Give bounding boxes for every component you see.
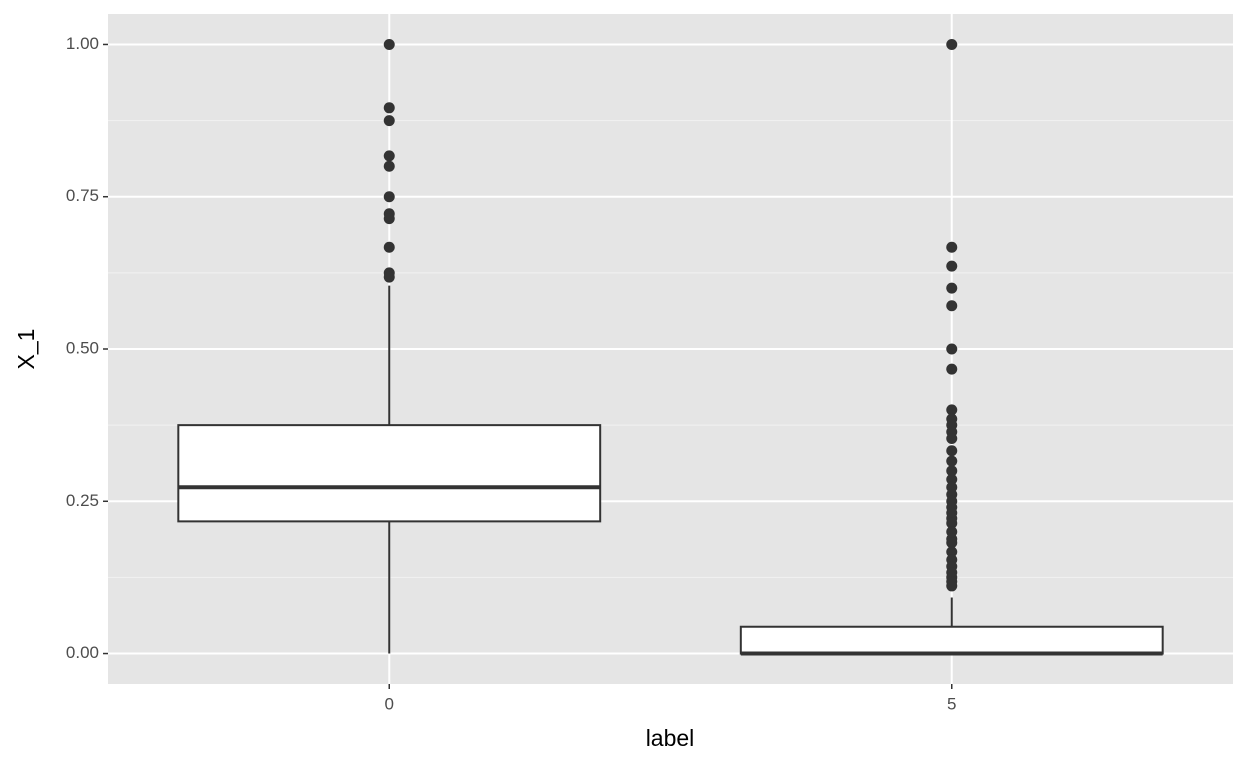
outlier bbox=[383, 102, 395, 114]
outlier bbox=[946, 445, 958, 457]
outlier bbox=[383, 191, 395, 203]
outlier bbox=[946, 343, 958, 355]
outlier bbox=[946, 433, 958, 445]
y-tick-label: 0.25 bbox=[66, 491, 99, 510]
x-tick-label: 0 bbox=[385, 694, 394, 713]
outlier bbox=[946, 300, 958, 312]
outlier bbox=[946, 465, 958, 477]
outlier bbox=[946, 580, 958, 592]
outlier bbox=[946, 404, 958, 416]
outlier bbox=[383, 213, 395, 225]
outlier bbox=[946, 282, 958, 294]
outlier bbox=[946, 363, 958, 375]
x-axis-title: label bbox=[646, 725, 695, 751]
outlier bbox=[946, 241, 958, 253]
outlier bbox=[383, 160, 395, 172]
outlier bbox=[383, 271, 395, 283]
outlier bbox=[946, 38, 958, 50]
outlier bbox=[383, 150, 395, 162]
outlier bbox=[946, 546, 958, 558]
x-tick-label: 5 bbox=[947, 694, 956, 713]
outlier bbox=[946, 260, 958, 272]
box bbox=[739, 625, 1164, 655]
y-tick-label: 0.00 bbox=[66, 643, 99, 662]
y-tick-label: 1.00 bbox=[66, 34, 99, 53]
outlier bbox=[383, 115, 395, 127]
outlier bbox=[946, 455, 958, 467]
outlier bbox=[383, 38, 395, 50]
y-tick-label: 0.50 bbox=[66, 338, 99, 357]
y-axis-title: X_1 bbox=[13, 329, 39, 370]
outlier bbox=[946, 517, 958, 529]
y-tick-label: 0.75 bbox=[66, 186, 99, 205]
outlier bbox=[946, 473, 958, 485]
box bbox=[177, 424, 602, 523]
outlier bbox=[383, 241, 395, 253]
outlier bbox=[946, 537, 958, 549]
